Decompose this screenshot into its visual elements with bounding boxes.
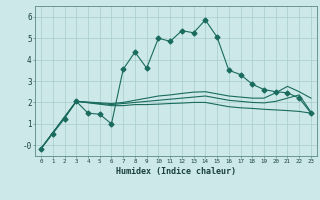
X-axis label: Humidex (Indice chaleur): Humidex (Indice chaleur) xyxy=(116,167,236,176)
